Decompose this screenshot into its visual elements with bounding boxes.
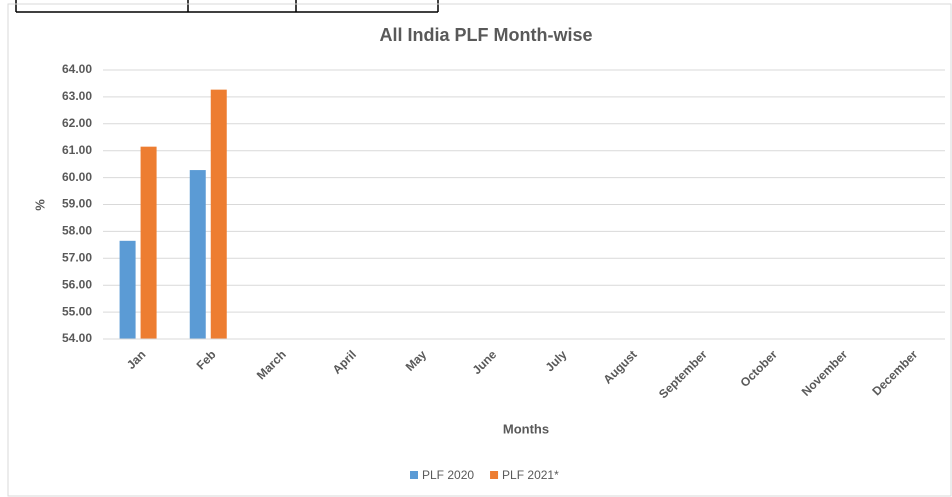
- x-tick-label: September: [656, 347, 710, 401]
- x-tick-label: July: [543, 347, 570, 374]
- y-tick-label: 64.00: [62, 62, 92, 76]
- x-tick-label: November: [799, 347, 851, 399]
- chart-border: [7, 3, 952, 497]
- x-tick-label: April: [330, 347, 359, 376]
- legend-swatch: [490, 471, 499, 479]
- bar: [189, 170, 206, 339]
- x-tick-label: Jan: [124, 347, 149, 372]
- y-tick-label: 63.00: [62, 89, 92, 103]
- x-tick-label: March: [254, 347, 289, 382]
- x-tick-label: May: [403, 347, 430, 374]
- table-fragment: [15, 0, 439, 13]
- x-tick-label: Feb: [194, 347, 219, 372]
- y-tick-label: 60.00: [62, 170, 92, 184]
- bar: [210, 89, 227, 340]
- y-tick-label: 54.00: [62, 331, 92, 345]
- y-tick-label: 59.00: [62, 197, 92, 211]
- y-axis-title: %: [32, 199, 47, 211]
- x-tick-label: August: [600, 347, 639, 386]
- bar: [140, 146, 157, 339]
- y-tick-label: 55.00: [62, 304, 92, 318]
- bar: [119, 240, 136, 339]
- chart-title: All India PLF Month-wise: [380, 25, 593, 45]
- y-tick-label: 61.00: [62, 143, 92, 157]
- y-tick-label: 57.00: [62, 250, 92, 264]
- y-tick-label: 56.00: [62, 277, 92, 291]
- x-axis-title: Months: [503, 421, 549, 436]
- x-tick-label: June: [470, 347, 500, 377]
- legend-label: PLF 2020: [422, 468, 474, 482]
- y-tick-label: 62.00: [62, 116, 92, 130]
- legend-label: PLF 2021*: [502, 468, 559, 482]
- y-tick-label: 58.00: [62, 224, 92, 238]
- x-tick-label: December: [869, 347, 920, 398]
- x-tick-label: October: [738, 347, 781, 390]
- legend-swatch: [410, 471, 418, 479]
